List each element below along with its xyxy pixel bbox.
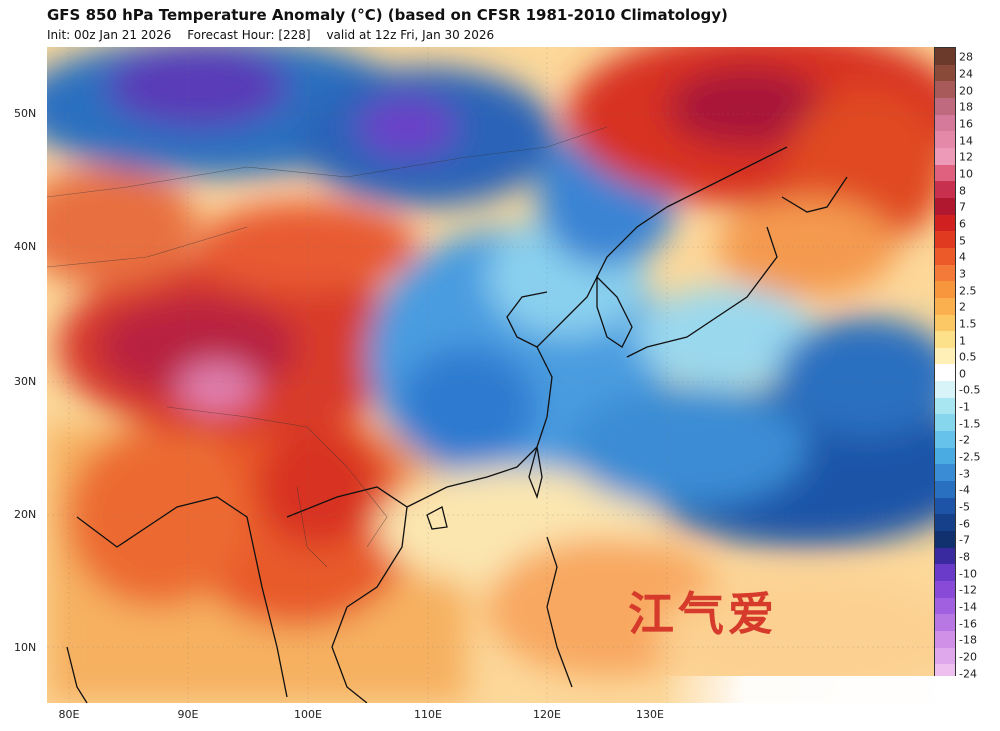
colorbar-swatch <box>935 447 955 465</box>
forecast-hour: Forecast Hour: [228] <box>187 28 311 42</box>
lat-label-40n: 40N <box>14 240 37 253</box>
colorbar <box>934 47 956 681</box>
anomaly-field <box>47 47 934 703</box>
bottom-right-fade <box>660 676 1000 731</box>
colorbar-label: -2 <box>959 433 970 447</box>
colorbar-swatch <box>935 314 955 332</box>
colorbar-swatch <box>935 364 955 382</box>
colorbar-swatch <box>935 264 955 282</box>
colorbar-label: -5 <box>959 500 970 514</box>
colorbar-swatch <box>935 281 955 298</box>
colorbar-label: -20 <box>959 650 977 664</box>
colorbar-label: 1 <box>959 334 966 347</box>
lat-label-20n: 20N <box>14 508 37 521</box>
watermark-text: 江气爱 <box>628 587 778 641</box>
colorbar-label: -16 <box>959 617 977 631</box>
lat-label-30n: 30N <box>14 375 37 388</box>
colorbar-label: 28 <box>959 50 973 64</box>
lat-label-50n: 50N <box>14 107 37 120</box>
colorbar-swatch <box>935 531 955 548</box>
colorbar-label: 5 <box>959 234 966 248</box>
colorbar-label: -4 <box>959 483 970 497</box>
colorbar-label: -1.5 <box>959 417 981 431</box>
colorbar-label: -8 <box>959 550 970 564</box>
colorbar-label: 3 <box>959 267 966 281</box>
colorbar-swatch <box>935 614 955 631</box>
colorbar-swatch <box>935 64 955 82</box>
colorbar-label: 20 <box>959 84 973 98</box>
colorbar-label: 2 <box>959 300 966 314</box>
colorbar-swatch <box>935 197 955 215</box>
colorbar-swatch <box>935 114 955 132</box>
colorbar-swatch <box>935 81 955 98</box>
colorbar-swatch <box>935 147 955 165</box>
colorbar-label: 16 <box>959 117 973 131</box>
colorbar-swatch <box>935 414 955 432</box>
colorbar-label: 0.5 <box>959 350 977 364</box>
colorbar-label: -18 <box>959 633 977 647</box>
colorbar-label: 10 <box>959 167 973 181</box>
colorbar-swatch <box>935 597 955 615</box>
colorbar-swatch <box>935 231 955 248</box>
logo-blur <box>762 30 932 46</box>
valid-time: valid at 12z Fri, Jan 30 2026 <box>326 28 495 42</box>
colorbar-swatch <box>935 431 955 448</box>
colorbar-label: 7 <box>959 200 966 214</box>
colorbar-swatch <box>935 181 955 198</box>
colorbar-swatch <box>935 630 955 648</box>
colorbar-swatch <box>935 48 955 65</box>
lon-label-110e: 110E <box>414 708 442 721</box>
init-time: Init: 00z Jan 21 2026 <box>47 28 172 42</box>
lon-label-120e: 120E <box>533 708 561 721</box>
colorbar-label: 4 <box>959 250 966 264</box>
colorbar-label: -10 <box>959 567 977 581</box>
lon-label-80e: 80E <box>58 708 80 721</box>
colorbar-label: 1.5 <box>959 317 977 331</box>
colorbar-swatch <box>935 331 955 348</box>
colorbar-swatch <box>935 131 955 148</box>
map-subtitle: Init: 00z Jan 21 2026 Forecast Hour: [22… <box>47 28 506 42</box>
lon-label-130e: 130E <box>636 708 664 721</box>
colorbar-label: 6 <box>959 217 966 231</box>
lon-label-100e: 100E <box>294 708 322 721</box>
colorbar-swatch <box>935 564 955 581</box>
colorbar-label: -24 <box>959 667 977 681</box>
colorbar-swatch <box>935 347 955 365</box>
colorbar-label: 8 <box>959 184 966 198</box>
colorbar-swatch <box>935 247 955 265</box>
colorbar-label: 18 <box>959 100 973 114</box>
colorbar-label: -3 <box>959 467 970 481</box>
colorbar-label: -2.5 <box>959 450 981 464</box>
colorbar-swatch <box>935 214 955 232</box>
colorbar-swatch <box>935 464 955 482</box>
colorbar-label: -0.5 <box>959 383 981 397</box>
colorbar-swatch <box>935 397 955 415</box>
colorbar-swatch <box>935 381 955 398</box>
colorbar-swatch <box>935 497 955 515</box>
lon-label-90e: 90E <box>177 708 199 721</box>
colorbar-swatch <box>935 481 955 498</box>
lat-label-10n: 10N <box>14 641 37 654</box>
colorbar-swatch <box>935 547 955 565</box>
colorbar-label: -12 <box>959 583 977 597</box>
map-title: GFS 850 hPa Temperature Anomaly (°C) (ba… <box>47 6 728 24</box>
colorbar-label: 12 <box>959 150 973 164</box>
colorbar-label: -6 <box>959 517 970 531</box>
colorbar-swatch <box>935 647 955 665</box>
colorbar-label: 2.5 <box>959 284 977 298</box>
colorbar-swatch <box>935 297 955 315</box>
colorbar-label: -7 <box>959 533 970 547</box>
colorbar-swatch <box>935 514 955 532</box>
anomaly-map <box>47 47 934 703</box>
colorbar-label: 24 <box>959 67 973 81</box>
colorbar-label: -14 <box>959 600 977 614</box>
colorbar-swatch <box>935 97 955 115</box>
colorbar-swatch <box>935 164 955 182</box>
colorbar-swatch <box>935 581 955 598</box>
colorbar-label: 14 <box>959 134 973 148</box>
colorbar-label: 0 <box>959 367 966 381</box>
colorbar-label: -1 <box>959 400 970 414</box>
